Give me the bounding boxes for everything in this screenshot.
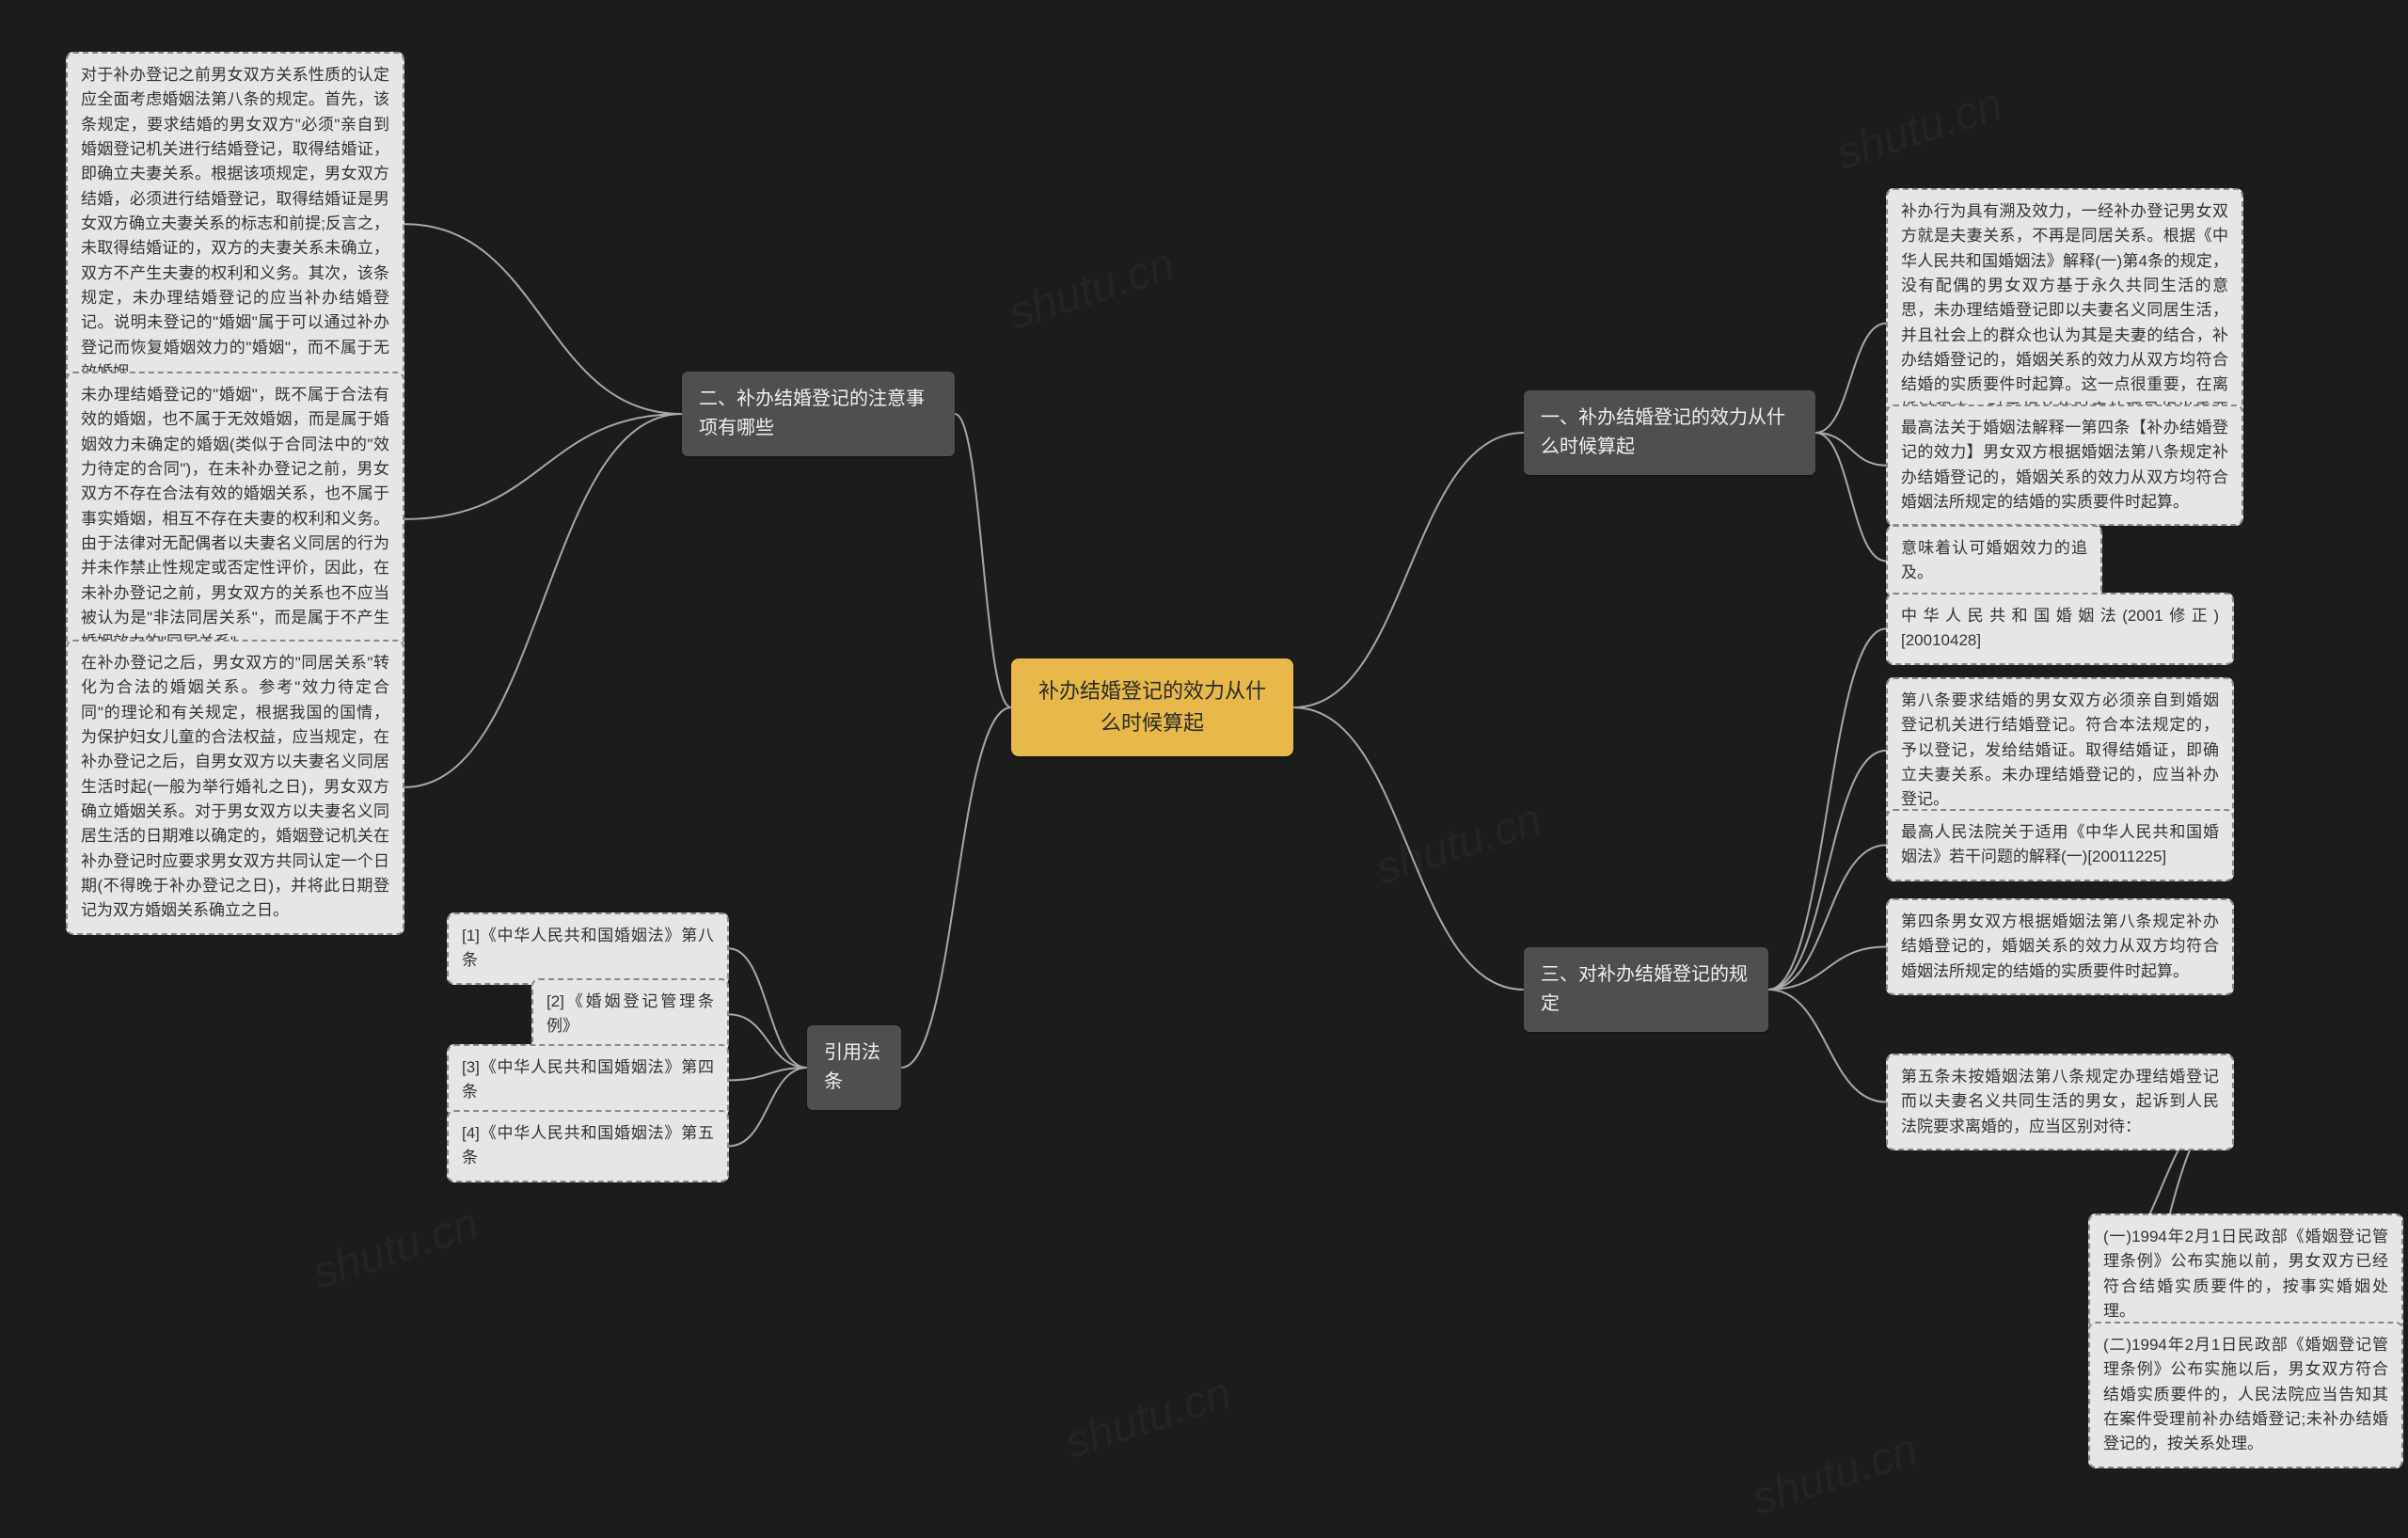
root-node: 补办结婚登记的效力从什么时候算起 [1011,658,1293,756]
leaf-1b-text: 最高法关于婚姻法解释一第四条【补办结婚登记的效力】男女双方根据婚姻法第八条规定补… [1901,419,2228,511]
branch-4: 引用法条 [807,1025,901,1110]
root-text: 补办结婚登记的效力从什么时候算起 [1038,679,1266,735]
watermark: shutu.cn [1830,78,2009,180]
leaf-4a: [1]《中华人民共和国婚姻法》第八条 [447,912,729,985]
leaf-1b: 最高法关于婚姻法解释一第四条【补办结婚登记的效力】男女双方根据婚姻法第八条规定补… [1886,404,2243,526]
watermark: shutu.cn [1003,238,1181,340]
leaf-3a: 中华人民共和国婚姻法(2001修正)[20010428] [1886,593,2234,665]
watermark: shutu.cn [1059,1367,1238,1468]
leaf-3e2: (二)1994年2月1日民政部《婚姻登记管理条例》公布实施以后，男女双方符合结婚… [2088,1322,2403,1468]
leaf-3c-text: 最高人民法院关于适用《中华人民共和国婚姻法》若干问题的解释(一)[2001122… [1901,823,2219,865]
leaf-2b-text: 未办理结婚登记的"婚姻"，既不属于合法有效的婚姻，也不属于无效婚姻，而是属于婚姻… [81,386,389,651]
leaf-2a: 对于补办登记之前男女双方关系性质的认定应全面考虑婚姻法第八条的规定。首先，该条规… [66,52,404,396]
branch-3-label: 三、对补办结婚登记的规定 [1541,964,1748,1014]
watermark: shutu.cn [307,1197,485,1299]
leaf-4b: [2]《婚姻登记管理条例》 [531,978,729,1051]
branch-1-label: 一、补办结婚登记的效力从什么时候算起 [1541,407,1785,457]
leaf-2b: 未办理结婚登记的"婚姻"，既不属于合法有效的婚姻，也不属于无效婚姻，而是属于婚姻… [66,372,404,667]
leaf-3e1: (一)1994年2月1日民政部《婚姻登记管理条例》公布实施以前，男女双方已经符合… [2088,1213,2403,1335]
mindmap-canvas: 补办结婚登记的效力从什么时候算起 一、补办结婚登记的效力从什么时候算起 二、补办… [0,0,2408,1538]
watermark: shutu.cn [1370,793,1548,895]
branch-2: 二、补办结婚登记的注意事项有哪些 [682,372,955,456]
leaf-3b: 第八条要求结婚的男女双方必须亲自到婚姻登记机关进行结婚登记。符合本法规定的，予以… [1886,677,2234,824]
leaf-4d: [4]《中华人民共和国婚姻法》第五条 [447,1110,729,1182]
leaf-1c: 意味着认可婚姻效力的追及。 [1886,525,2102,597]
leaf-3e: 第五条未按婚姻法第八条规定办理结婚登记而以夫妻名义共同生活的男女，起诉到人民法院… [1886,1054,2234,1150]
leaf-2c-text: 在补办登记之后，男女双方的"同居关系"转化为合法的婚姻关系。参考"效力待定合同"… [81,654,389,919]
branch-3: 三、对补办结婚登记的规定 [1524,947,1768,1032]
leaf-2a-text: 对于补办登记之前男女双方关系性质的认定应全面考虑婚姻法第八条的规定。首先，该条规… [81,66,389,381]
leaf-3e-text: 第五条未按婚姻法第八条规定办理结婚登记而以夫妻名义共同生活的男女，起诉到人民法院… [1901,1068,2219,1135]
leaf-3c: 最高人民法院关于适用《中华人民共和国婚姻法》若干问题的解释(一)[2001122… [1886,809,2234,881]
leaf-4a-text: [1]《中华人民共和国婚姻法》第八条 [462,927,714,969]
leaf-3b-text: 第八条要求结婚的男女双方必须亲自到婚姻登记机关进行结婚登记。符合本法规定的，予以… [1901,691,2219,808]
watermark: shutu.cn [1746,1423,1925,1525]
leaf-3e1-text: (一)1994年2月1日民政部《婚姻登记管理条例》公布实施以前，男女双方已经符合… [2103,1228,2388,1320]
branch-4-label: 引用法条 [824,1042,880,1092]
leaf-2c: 在补办登记之后，男女双方的"同居关系"转化为合法的婚姻关系。参考"效力待定合同"… [66,640,404,935]
leaf-3d: 第四条男女双方根据婚姻法第八条规定补办结婚登记的，婚姻关系的效力从双方均符合婚姻… [1886,898,2234,995]
leaf-4c: [3]《中华人民共和国婚姻法》第四条 [447,1044,729,1117]
leaf-3e2-text: (二)1994年2月1日民政部《婚姻登记管理条例》公布实施以后，男女双方符合结婚… [2103,1336,2388,1452]
leaf-1c-text: 意味着认可婚姻效力的追及。 [1901,539,2087,581]
branch-1: 一、补办结婚登记的效力从什么时候算起 [1524,390,1815,475]
leaf-4b-text: [2]《婚姻登记管理条例》 [547,992,714,1035]
leaf-4c-text: [3]《中华人民共和国婚姻法》第四条 [462,1058,714,1101]
leaf-3d-text: 第四条男女双方根据婚姻法第八条规定补办结婚登记的，婚姻关系的效力从双方均符合婚姻… [1901,912,2219,980]
leaf-4d-text: [4]《中华人民共和国婚姻法》第五条 [462,1124,714,1166]
leaf-3a-text: 中华人民共和国婚姻法(2001修正)[20010428] [1901,607,2219,649]
branch-2-label: 二、补办结婚登记的注意事项有哪些 [699,388,925,438]
